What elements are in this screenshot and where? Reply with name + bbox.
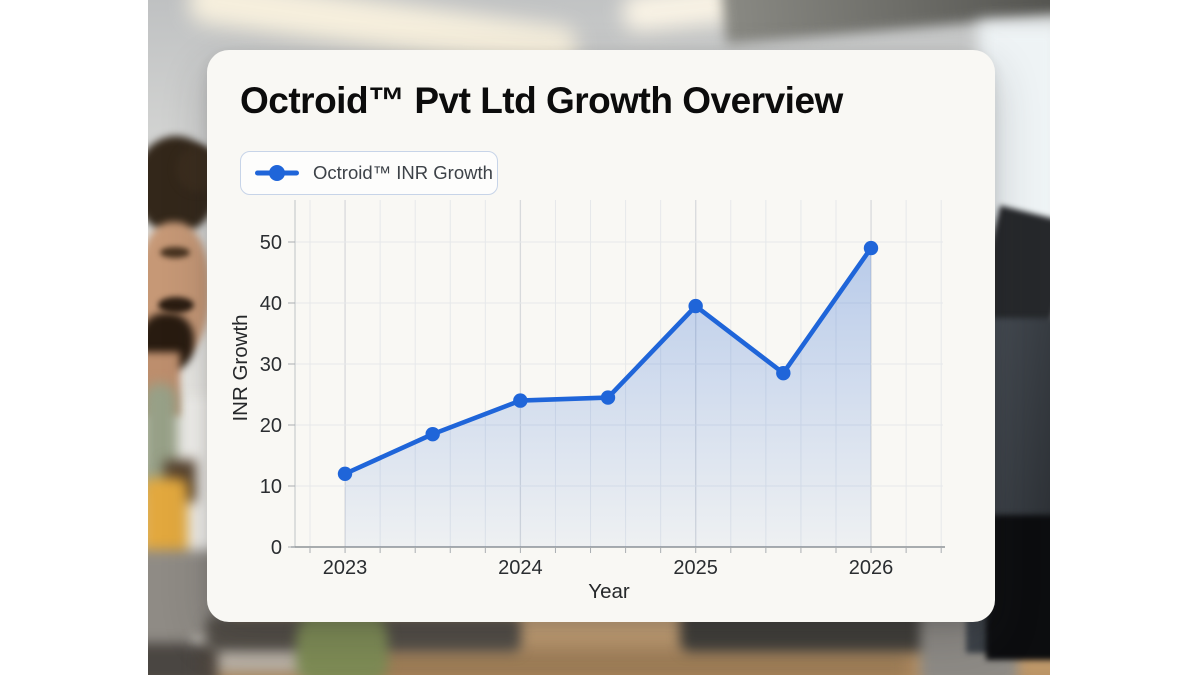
data-point-2023.5 (425, 426, 440, 442)
data-point-2025.5 (776, 365, 791, 381)
legend-dot-icon (269, 165, 285, 181)
page-title: Octroid™ Pvt Ltd Growth Overview (240, 80, 843, 121)
x-tick-label: 2023 (323, 557, 368, 579)
data-point-2026 (863, 240, 879, 256)
data-point-2024.5 (600, 390, 616, 405)
worker-mustache (158, 297, 194, 313)
x-axis-title: Year (588, 580, 630, 603)
y-tick-label: 10 (260, 476, 282, 498)
y-tick-label: 50 (260, 232, 282, 254)
y-tick-label: 0 (271, 537, 282, 559)
y-tick-label: 40 (260, 293, 282, 315)
office-chair-base (986, 515, 1050, 660)
data-point-2023 (337, 466, 353, 481)
y-axis-title: INR Growth (229, 314, 252, 421)
series-area-fill (345, 248, 871, 547)
data-point-2025 (688, 298, 703, 314)
chart-legend: Octroid™ INR Growth (240, 151, 498, 195)
y-tick-label: 20 (260, 415, 282, 437)
worker-eyebrow (160, 247, 190, 258)
x-tick-label: 2026 (849, 557, 894, 579)
growth-card: Octroid™ Pvt Ltd Growth Overview Octroid… (207, 50, 995, 622)
legend-label: Octroid™ INR Growth (313, 162, 493, 183)
data-point-2024 (513, 393, 528, 408)
y-tick-label: 30 (260, 354, 282, 376)
x-tick-label: 2024 (498, 557, 542, 579)
growth-chart-svg: 0 10 20 30 40 50 2023 2024 2025 2026 INR Growth Yea… (229, 200, 945, 603)
x-tick-label: 2025 (673, 557, 718, 579)
legend-swatch (255, 165, 299, 181)
